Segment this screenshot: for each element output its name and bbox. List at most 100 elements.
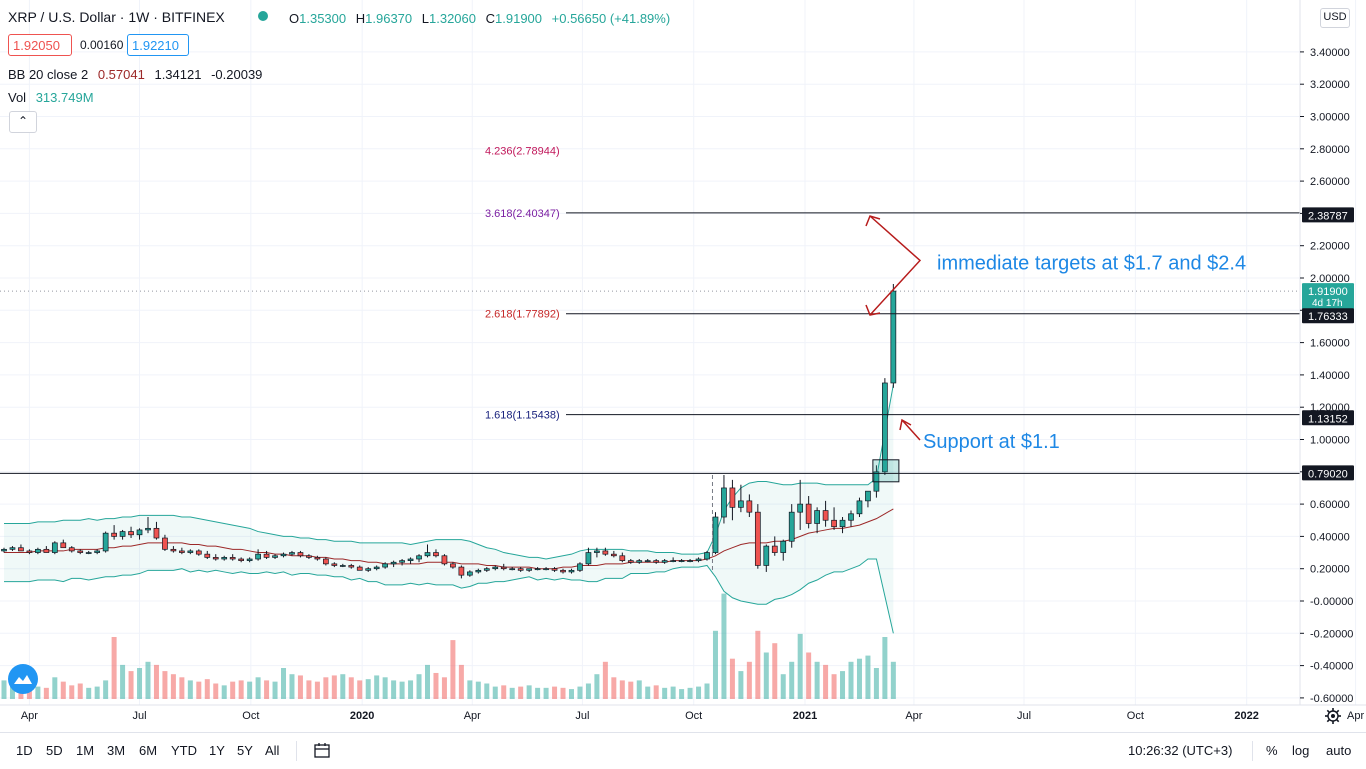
price-tag-label: 0.79020 [1308,468,1348,480]
bb-label[interactable]: BB 20 close 2 [8,67,89,82]
y-tick-label: 1.00000 [1310,435,1350,447]
clock-display[interactable]: 10:26:32 (UTC+3) [1128,743,1233,758]
y-tick-label: -0.00000 [1310,596,1353,608]
volume-bar [187,680,193,699]
candle-body [356,566,363,571]
volume-bar [120,664,126,699]
candle-body [882,382,888,473]
buy-price-button[interactable]: 1.92210 [127,34,189,56]
y-tick-label: 0.60000 [1310,499,1350,511]
y-tick-label: 2.00000 [1310,273,1350,285]
volume-bar [509,687,515,699]
tradingview-logo[interactable] [8,664,38,694]
collapse-legend-button[interactable]: ⌃ [9,111,37,133]
range-1d-button[interactable]: 1D [16,743,33,758]
candle-body [339,565,346,567]
candle-body [822,510,829,521]
volume-bar [374,675,380,699]
volume-bar [560,687,566,699]
gear-icon[interactable] [1324,707,1342,725]
volume-bar [856,658,862,699]
candle-body [212,557,219,560]
high-label: H [355,11,366,26]
volume-bar [69,685,75,699]
y-tick-label: 3.00000 [1310,112,1350,124]
close-value: 1.91900 [495,11,543,26]
range-5y-button[interactable]: 5Y [237,743,253,758]
candle-body [68,547,75,552]
volume-bar [297,675,303,699]
candle-body [238,558,245,561]
volume-bar [492,686,498,699]
volume-bar [873,668,879,699]
spread-value: 0.00160 [80,38,124,52]
ohlc-values: O1.35300 H1.96370 L1.32060 C1.91900 +0.5… [289,11,676,26]
fib-label: 4.236(2.78944) [485,146,560,158]
range-1m-button[interactable]: 1M [76,743,95,758]
volume-bar [475,681,481,699]
volume-bar [458,664,464,699]
time-axis: Apr Jul Oct 2020 Apr Jul Oct 2021 Apr Jul Oct 2022 A… [0,704,1366,722]
vol-label[interactable]: Vol [8,90,27,105]
symbol-legend[interactable]: XRP / U.S. Dollar · 1W · BITFINEX [8,9,231,25]
sell-price-button[interactable]: 1.92050 [8,34,72,56]
candle-body [195,550,202,555]
candle-body [661,560,668,563]
volume-bar [890,661,896,699]
volume-bar [467,680,473,699]
x-tick-label: Oct [685,710,702,722]
high-value: 1.96370 [365,11,413,26]
volume-bar [645,686,651,699]
volume-bar [653,685,659,699]
candle-body [272,555,278,558]
volume-bar [577,686,583,699]
volume-bar [111,637,117,699]
candle-body [246,558,253,561]
candle-body [280,553,287,557]
x-tick-label: 2022 [1234,710,1258,722]
range-all-button[interactable]: All [265,743,280,758]
low-label: L [421,11,429,26]
percent-toggle[interactable]: % [1266,743,1278,758]
volume-bar [636,680,642,699]
price-tag-label: 1.13152 [1308,413,1348,425]
bb-upper-line [4,384,894,560]
candle-body [128,531,134,536]
candle-body [695,558,702,561]
range-ytd-button[interactable]: YTD [171,743,197,758]
range-5d-button[interactable]: 5D [46,743,63,758]
calendar-range-icon[interactable] [313,742,331,760]
range-1y-button[interactable]: 1Y [209,743,225,758]
candle-body [780,540,787,553]
candle-body [721,487,727,518]
volume-bar [679,689,685,699]
auto-toggle[interactable]: auto [1326,743,1352,758]
candle-body [255,553,261,560]
y-tick-label: -0.40000 [1310,661,1353,673]
range-3m-button[interactable]: 3M [107,743,126,758]
candle-body [43,548,50,553]
candle-body [26,550,33,553]
log-toggle[interactable]: log [1292,743,1310,758]
symbol-title[interactable]: XRP / U.S. Dollar · 1W · BITFINEX [8,9,225,25]
currency-button[interactable]: USD [1320,8,1350,28]
price-tag [1302,410,1354,426]
x-tick-label: 2021 [793,710,817,722]
volume-bar [433,672,439,699]
target-arrow [869,215,922,316]
candle-body [314,557,321,560]
range-6m-button[interactable]: 6M [139,743,158,758]
candle-body [653,560,660,563]
volume-bar [52,677,58,699]
candle-body [407,558,414,561]
bb-legend[interactable]: BB 20 close 2 0.57041 1.34121 -0.20039 [8,67,268,82]
candle-body [848,513,854,521]
x-tick-label: Jul [575,710,589,722]
volume-legend[interactable]: Vol 313.749M [8,90,100,105]
candle-body [839,519,846,528]
volume-bar [712,630,718,699]
volume-bar [806,652,812,699]
volume-bar [94,686,100,699]
change-value: +0.56650 (+41.89%) [551,11,671,26]
